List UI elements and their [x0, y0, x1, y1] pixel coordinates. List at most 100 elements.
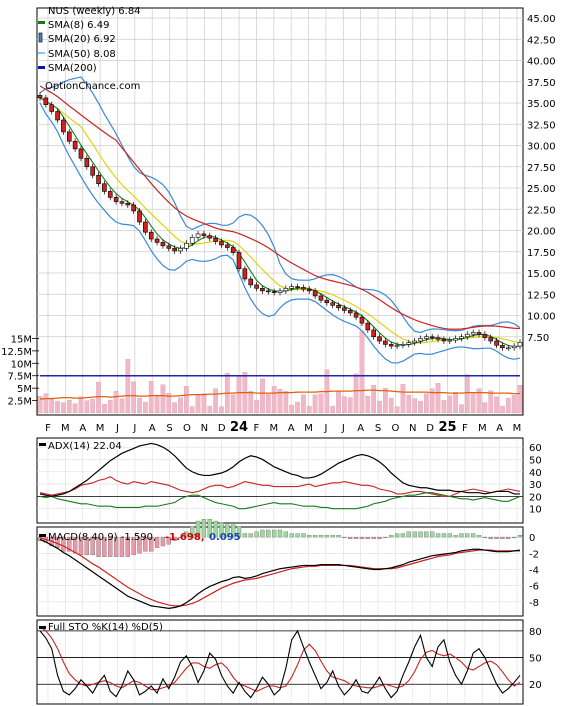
volume-bar	[330, 405, 336, 414]
candle-body	[154, 238, 160, 243]
candle-body	[511, 345, 517, 349]
macd-histogram-bar	[277, 529, 283, 538]
macd-histogram-bar	[260, 529, 265, 538]
macd-histogram-bar	[312, 535, 318, 538]
adx-label-swatch	[39, 443, 46, 446]
volume-tick-label: 12.5M	[1, 347, 32, 358]
macd-label-swatch	[39, 534, 46, 537]
candle-body	[383, 340, 388, 345]
candle-body	[517, 342, 523, 347]
macd-histogram-bar	[482, 536, 488, 539]
macd-histogram-bar	[389, 535, 394, 538]
macd-histogram-bar	[500, 536, 505, 540]
macd-histogram-bar	[219, 522, 224, 538]
macd-histogram-bar	[494, 536, 499, 540]
volume-bar	[377, 400, 382, 414]
x-tick-label: F	[462, 423, 468, 434]
macd-histogram-bar	[67, 536, 72, 552]
volume-tick-label: 15M	[11, 334, 32, 345]
volume-bar	[66, 399, 72, 414]
candle-body	[172, 248, 177, 252]
candle-body	[470, 332, 476, 335]
macd-signal-line	[39, 537, 520, 607]
volume-bar	[500, 405, 505, 414]
volume-bar	[131, 381, 137, 414]
macd-histogram-bar	[113, 536, 119, 557]
macd-histogram-bar	[488, 536, 493, 540]
sma20-line	[39, 97, 521, 344]
x-tick-label: A	[79, 423, 86, 434]
candle-body	[324, 299, 330, 304]
candle-body	[406, 342, 412, 345]
candle-body	[242, 268, 248, 280]
macd-histogram-bar	[459, 533, 464, 538]
plus-di-line	[39, 492, 521, 510]
candle-body	[55, 111, 60, 121]
macd-histogram-bar	[96, 536, 101, 557]
sto-group-tick-label: 20	[529, 680, 542, 691]
macd-histogram-bar	[266, 529, 271, 538]
x-tick-label: A	[288, 423, 295, 434]
legend-swatch-sma200	[38, 66, 45, 69]
macd-histogram-bar	[90, 536, 95, 556]
candle-body	[107, 191, 113, 198]
candle-body	[260, 287, 265, 292]
volume-bar	[336, 391, 341, 414]
candle-body	[248, 278, 254, 286]
volume-bar	[482, 402, 488, 414]
x-tick-label: M	[61, 423, 70, 434]
candle-body	[289, 286, 295, 289]
watermark: OptionChance.com	[45, 81, 140, 92]
volume-bar	[441, 399, 447, 414]
candle-body	[371, 329, 376, 338]
volume-tick-label: 2.5M	[7, 397, 32, 408]
volume-bar	[72, 403, 78, 414]
candle-body	[131, 204, 136, 212]
macd-histogram-bar	[108, 536, 113, 557]
x-tick-label: N	[409, 423, 416, 434]
macd-histogram-bar	[406, 531, 411, 538]
candle-body	[306, 288, 312, 292]
candle-body	[113, 197, 119, 202]
adx-group-tick-label: 50	[529, 455, 542, 466]
candle-body	[61, 119, 66, 133]
macd-group-tick-label: -8	[529, 598, 539, 609]
macd-histogram-bar	[318, 535, 324, 538]
volume-bars	[37, 330, 523, 414]
candle-body	[353, 312, 359, 318]
macd-histogram-bar	[324, 535, 329, 538]
adx-group-tick-label: 10	[529, 505, 542, 516]
candle-body	[219, 241, 224, 246]
candle-body	[441, 338, 447, 342]
volume-bar	[172, 402, 177, 414]
volume-bar	[43, 393, 49, 414]
candle-body	[137, 210, 142, 223]
macd-histogram-bar	[412, 531, 417, 538]
candle-body	[236, 252, 242, 270]
volume-bar	[464, 374, 470, 414]
sto-group: 80 50 20	[37, 626, 542, 699]
volume-bar	[213, 388, 218, 414]
volume-bar	[353, 373, 359, 414]
volume-bar	[306, 405, 312, 414]
price-axis: 45.00 42.50 40.00 37.50 35.00 32.50 30.00 27.50…	[527, 14, 556, 344]
volume-bar	[406, 394, 412, 414]
candle-body	[102, 183, 107, 192]
volume-bar	[207, 405, 213, 414]
candle-body	[254, 284, 259, 289]
x-tick-label: 24	[230, 420, 248, 435]
price-tick-label: 42.50	[527, 35, 556, 46]
price-tick-label: 32.50	[527, 120, 556, 131]
price-tick-label: 37.50	[527, 78, 556, 89]
price-tick-label: 35.00	[527, 99, 556, 110]
volume-bar	[254, 399, 259, 414]
candle-body	[347, 310, 353, 314]
volume-bar	[49, 397, 55, 414]
candle-body	[201, 233, 207, 236]
candle-body	[330, 302, 335, 306]
price-tick-label: 20.00	[527, 227, 556, 238]
macd-histogram-bar	[283, 531, 289, 538]
macd-histogram-bar	[511, 536, 517, 539]
